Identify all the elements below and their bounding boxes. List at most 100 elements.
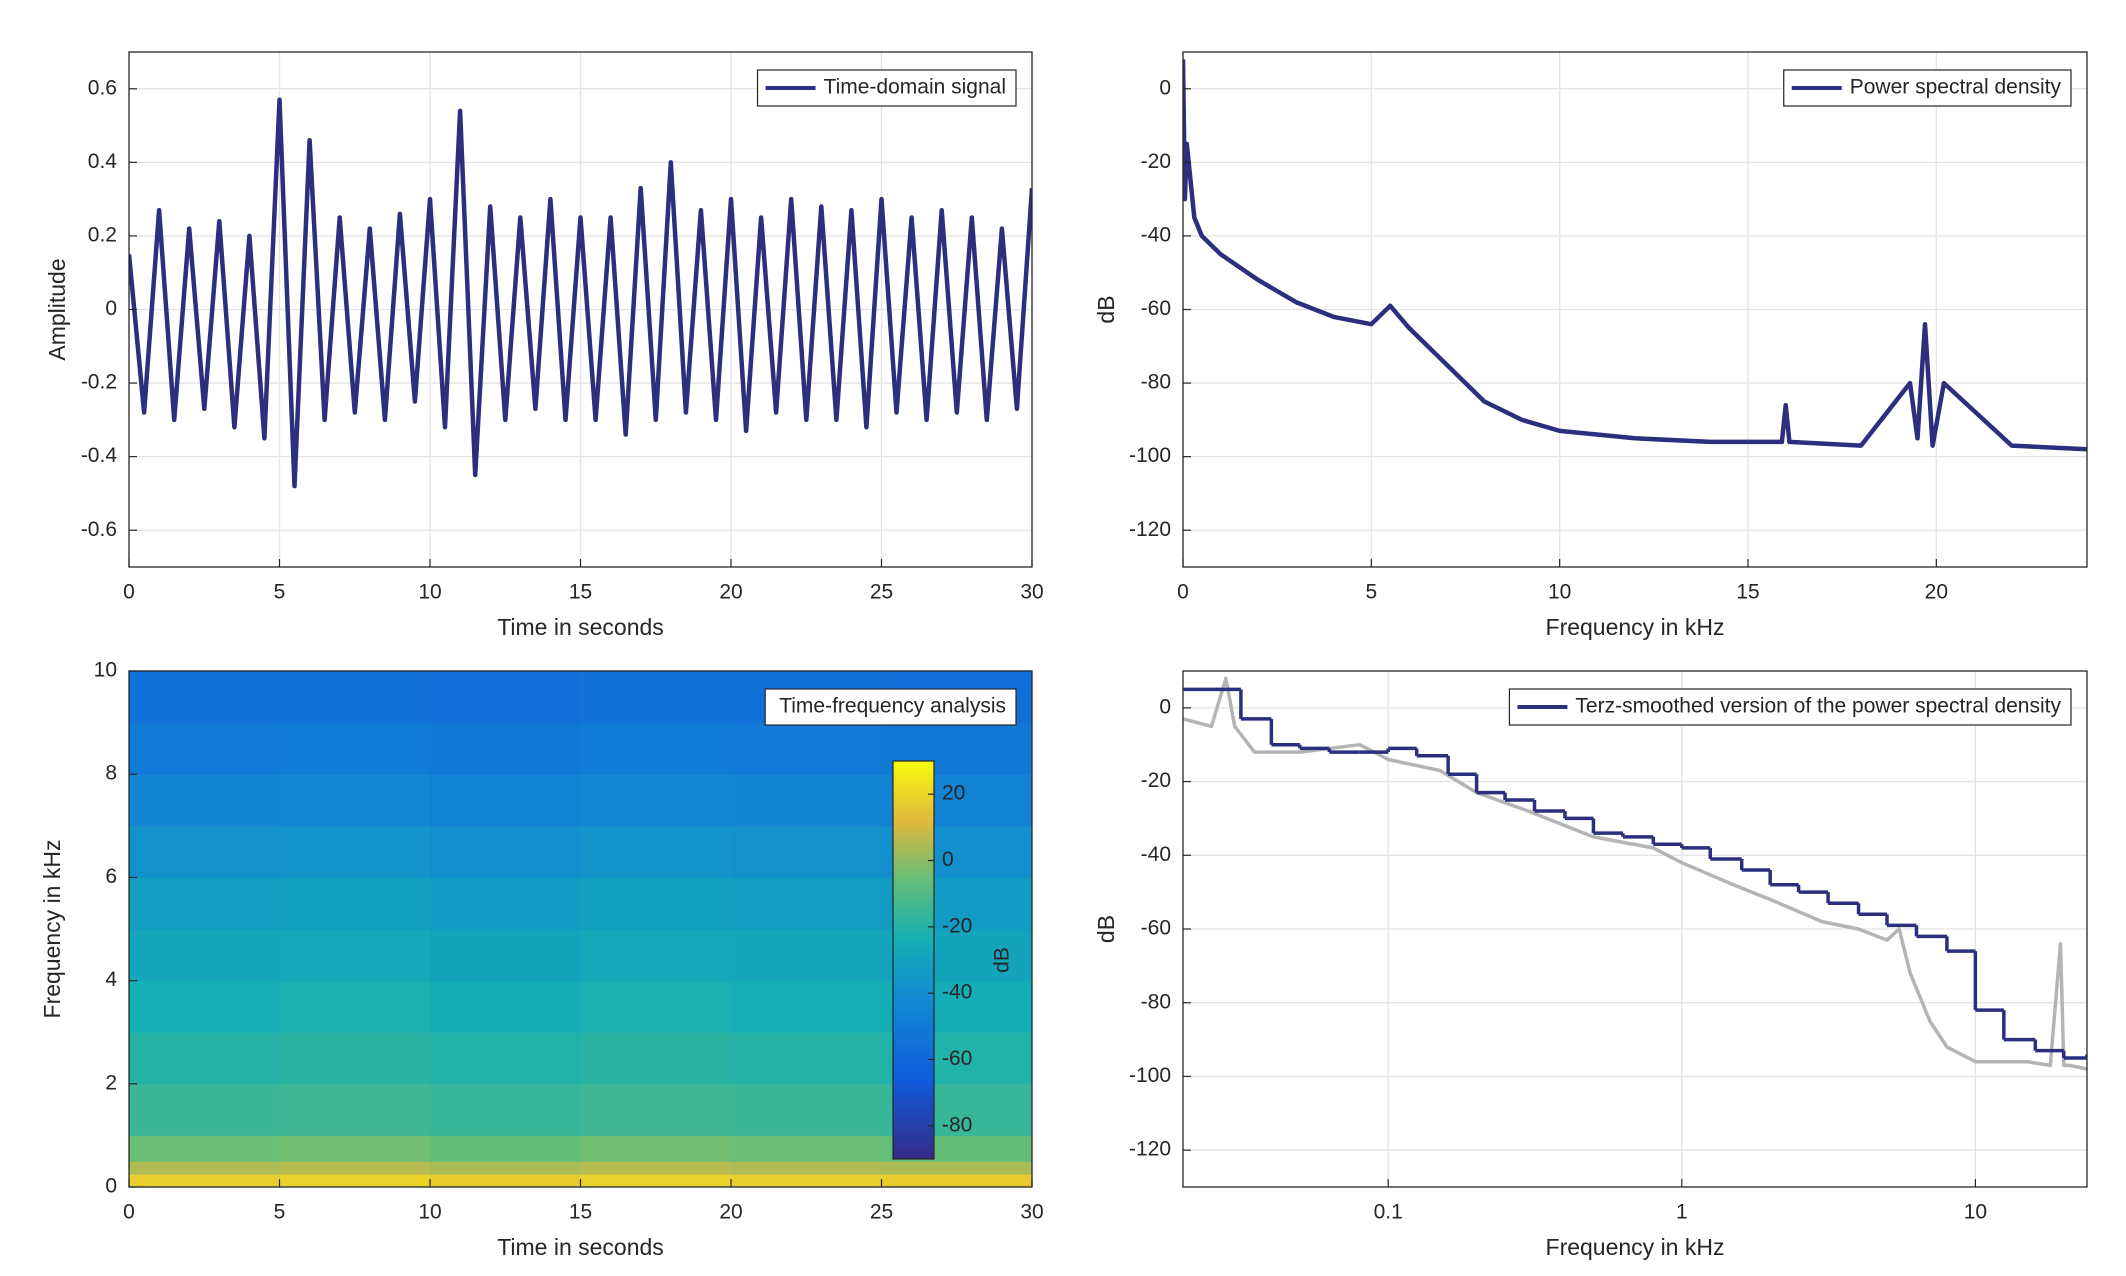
y-tick-label: -80 <box>1141 990 1171 1013</box>
heat-cell <box>279 1032 431 1085</box>
x-tick-label: 20 <box>719 581 742 604</box>
y-tick-label: -0.2 <box>81 371 117 394</box>
heat-cell <box>430 1161 581 1175</box>
y-tick-label: -100 <box>1129 444 1171 467</box>
x-tick-label: 15 <box>569 581 592 604</box>
heat-cell <box>129 1135 280 1162</box>
y-tick-label: -80 <box>1141 371 1171 394</box>
heat-cell <box>129 980 280 1033</box>
heat-cell <box>731 980 882 1033</box>
heat-cell <box>731 1083 882 1136</box>
heat-cell <box>279 825 431 878</box>
heat-cell <box>279 1161 431 1175</box>
y-tick-label: 0 <box>1159 76 1171 99</box>
y-tick-label: -0.4 <box>81 444 118 467</box>
y-tick-label: 10 <box>94 659 117 682</box>
y-tick-label: 2 <box>105 1071 117 1094</box>
heat-cell <box>129 929 280 982</box>
series-line <box>1183 59 2087 452</box>
y-tick-label: 0 <box>1159 695 1171 718</box>
colorbar-tick-label: -20 <box>942 914 972 937</box>
legend-label: Time-domain signal <box>824 76 1006 99</box>
heat-cell <box>430 1135 581 1162</box>
heat-cell <box>731 877 882 930</box>
heat-cell <box>731 1174 882 1187</box>
y-tick-label: 0.6 <box>88 76 117 99</box>
y-tick-label: -40 <box>1141 223 1171 246</box>
legend-box <box>764 688 1017 726</box>
heat-cell <box>430 1174 581 1187</box>
y-axis-label: Frequency in kHz <box>39 840 65 1019</box>
colorbar-tick-label: -60 <box>942 1047 972 1070</box>
legend-label: Terz-smoothed version of the power spect… <box>1575 695 2061 718</box>
heat-cell <box>731 1032 882 1085</box>
y-tick-label: -120 <box>1129 518 1171 541</box>
heat-cell <box>580 1174 732 1187</box>
heat-cell <box>279 774 431 827</box>
heat-cell <box>129 825 280 878</box>
axes-frame <box>128 670 1033 1188</box>
y-tick-label: 4 <box>105 968 117 991</box>
x-tick-label: 5 <box>274 581 286 604</box>
heat-cell <box>580 825 732 878</box>
axes-frame <box>128 51 1033 568</box>
y-tick-label: 0.2 <box>88 223 117 246</box>
y-axis-label: dB <box>1093 295 1119 323</box>
heat-cell <box>129 1083 280 1136</box>
y-tick-label: -20 <box>1141 769 1171 792</box>
x-tick-label: 15 <box>1736 581 1759 604</box>
colorbar-tick-label: -80 <box>942 1113 972 1136</box>
heat-cell <box>129 722 280 775</box>
heat-cell <box>731 774 882 827</box>
legend-label: Power spectral density <box>1850 76 2062 99</box>
x-tick-label: 10 <box>1964 1201 1987 1224</box>
x-tick-label: 20 <box>719 1201 742 1224</box>
x-tick-label: 0 <box>123 581 135 604</box>
heat-cell <box>580 1161 732 1175</box>
x-tick-label: 5 <box>274 1201 286 1224</box>
heat-cell <box>129 1032 280 1085</box>
x-tick-label: 0.1 <box>1374 1201 1403 1224</box>
heat-cell <box>580 929 732 982</box>
series-line <box>1183 676 2087 1071</box>
x-tick-label: 15 <box>569 1201 592 1224</box>
x-tick-label: 10 <box>1548 581 1571 604</box>
heat-cell <box>731 825 882 878</box>
heat-cell <box>580 1083 732 1136</box>
axes-frame <box>1182 670 2088 1188</box>
heat-cell <box>279 1174 431 1187</box>
x-tick-label: 10 <box>418 1201 441 1224</box>
heat-cell <box>279 671 431 724</box>
heat-cell <box>129 671 280 724</box>
heat-cell <box>580 774 732 827</box>
heat-cell <box>881 1174 1032 1187</box>
heat-cell <box>430 929 581 982</box>
y-tick-label: -100 <box>1129 1064 1171 1087</box>
x-tick-label: 20 <box>1925 581 1948 604</box>
plot <box>129 52 1032 567</box>
x-axis-label: Frequency in kHz <box>1546 614 1725 640</box>
legend-label: Time-frequency analysis <box>779 695 1006 718</box>
heat-cell <box>430 825 581 878</box>
series-line <box>129 97 1032 489</box>
y-tick-label: 8 <box>105 762 117 785</box>
heat-cell <box>430 671 581 724</box>
heat-cell <box>430 1083 581 1136</box>
heat-cell <box>430 774 581 827</box>
heat-cell <box>731 929 882 982</box>
x-tick-label: 1 <box>1676 1201 1688 1224</box>
y-tick-label: -40 <box>1141 843 1171 866</box>
colorbar <box>892 760 935 1160</box>
heat-cell <box>279 1135 431 1162</box>
heat-cell <box>279 722 431 775</box>
x-tick-label: 0 <box>1177 581 1189 604</box>
heat-cell <box>279 877 431 930</box>
colorbar-tick-label: 0 <box>942 848 954 871</box>
heat-cell <box>129 877 280 930</box>
y-tick-label: -60 <box>1141 917 1171 940</box>
heat-cell <box>580 1032 732 1085</box>
x-tick-label: 5 <box>1365 581 1377 604</box>
y-axis-label: Amplitude <box>44 258 70 360</box>
x-axis-label: Time in seconds <box>497 614 664 640</box>
